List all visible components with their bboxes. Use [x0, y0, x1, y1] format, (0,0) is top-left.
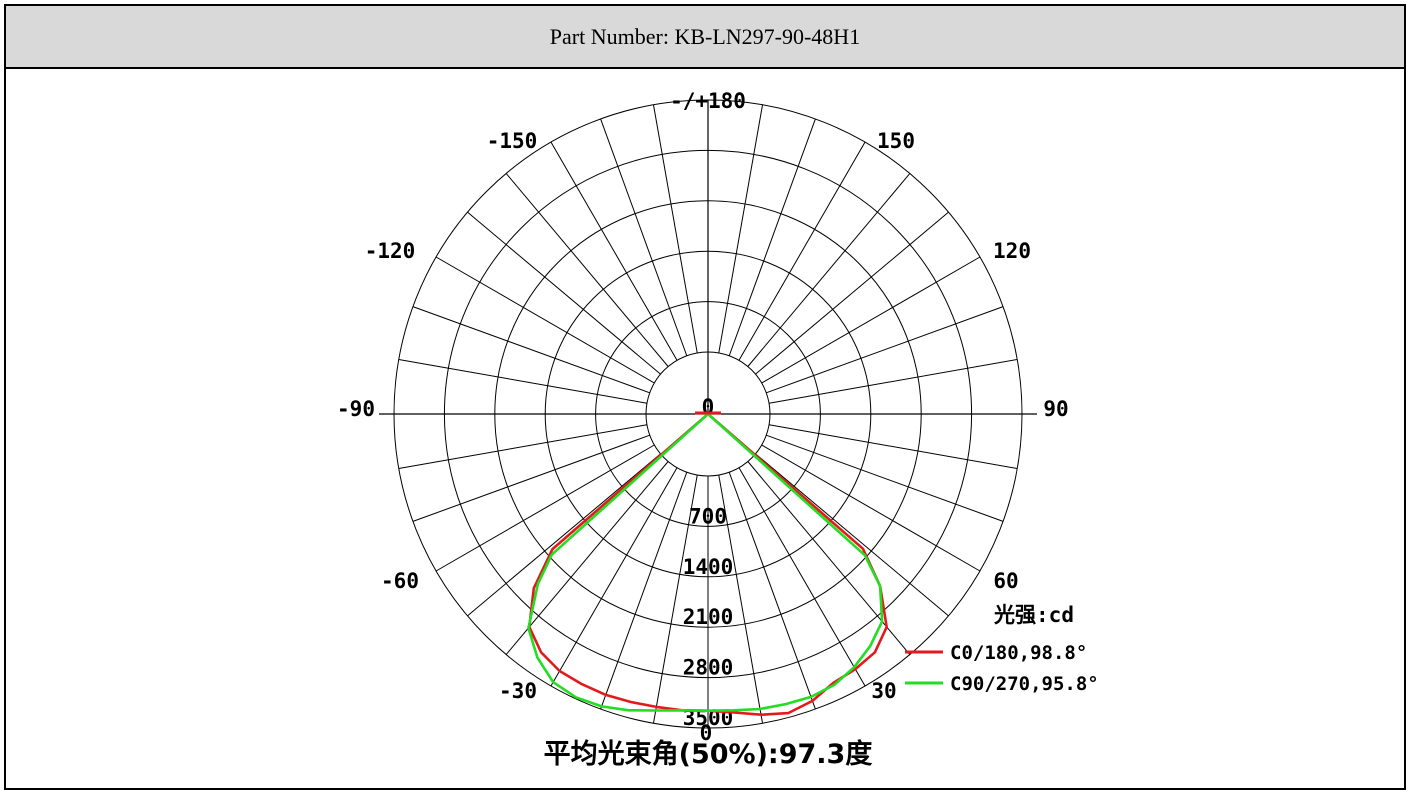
grid-spoke — [718, 474, 764, 724]
grid-spoke — [398, 358, 648, 404]
grid-spoke — [505, 461, 669, 655]
grid-spoke — [600, 118, 688, 356]
grid-spoke — [761, 256, 981, 384]
radial-tick-label: 2100 — [683, 605, 734, 629]
angle-label: 30 — [871, 679, 896, 703]
grid-spoke — [747, 173, 911, 367]
grid-spoke — [755, 211, 949, 375]
grid-spoke — [768, 358, 1018, 404]
angle-label: -120 — [365, 239, 416, 263]
grid-spoke — [550, 141, 678, 361]
angle-label: -/+180 — [670, 89, 746, 113]
grid-spoke — [718, 104, 764, 354]
grid-spoke — [768, 424, 1018, 470]
grid-spoke — [600, 472, 688, 710]
legend-label: C0/180,98.8° — [950, 642, 1087, 664]
part-number-title: Part Number: KB-LN297-90-48H1 — [6, 6, 1404, 69]
grid-spoke — [398, 424, 648, 470]
grid-spoke — [652, 104, 698, 354]
grid-spoke — [738, 467, 866, 687]
radial-tick-label: 2800 — [683, 656, 734, 680]
grid-spoke — [652, 474, 698, 724]
angle-label: 150 — [877, 129, 915, 153]
angle-label: 90 — [1043, 397, 1068, 421]
legend-title: 光强:cd — [993, 603, 1074, 627]
grid-spoke — [505, 173, 669, 367]
series-curve-1 — [527, 412, 884, 712]
angle-label: -30 — [499, 679, 537, 703]
grid-spoke — [467, 211, 661, 375]
grid-spoke — [412, 306, 650, 394]
grid-spoke — [761, 444, 981, 572]
grid-spoke — [550, 467, 678, 687]
grid-spoke — [728, 118, 816, 356]
grid-spoke — [435, 256, 655, 384]
grid-spoke — [467, 453, 661, 617]
legend-label: C90/270,95.8° — [950, 673, 1099, 695]
angle-label: -90 — [337, 397, 375, 421]
angle-label: -60 — [381, 569, 419, 593]
grid-spoke — [435, 444, 655, 572]
grid-spoke — [412, 434, 650, 522]
grid-spoke — [728, 472, 816, 710]
grid-spoke — [766, 306, 1004, 394]
grid-spoke — [755, 453, 949, 617]
radial-tick-label: 700 — [689, 504, 727, 528]
chart-frame: Part Number: KB-LN297-90-48H1 — [4, 4, 1406, 790]
average-beam-angle: 平均光束角(50%):97.3度 — [544, 738, 873, 770]
angle-label: 120 — [993, 239, 1031, 263]
angle-label: 0 — [700, 721, 713, 745]
angle-label: 60 — [993, 569, 1018, 593]
grid-spoke — [738, 141, 866, 361]
angle-label: -150 — [487, 129, 538, 153]
radial-tick-label: 1400 — [683, 555, 734, 579]
grid-spoke — [766, 434, 1004, 522]
